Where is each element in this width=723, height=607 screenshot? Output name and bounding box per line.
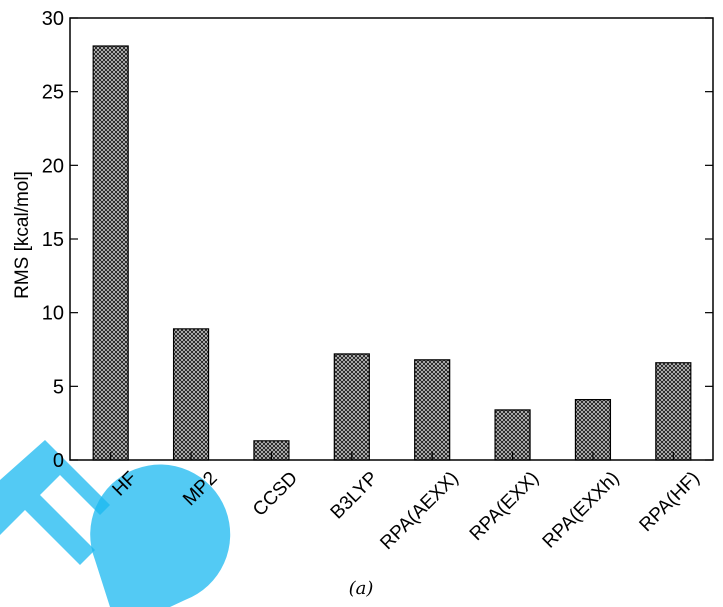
x-category-label-5: RPA(EXX) (466, 468, 543, 545)
figure-caption: (a) (349, 578, 374, 599)
y-tick-label-1: 5 (53, 376, 64, 398)
bar-rpa-aexx (414, 359, 451, 461)
bar-hf (92, 45, 129, 461)
x-category-label-6: RPA(EXXh) (539, 468, 624, 553)
bar-rpa-exx (494, 409, 531, 461)
x-category-label-2: CCSD (249, 468, 302, 521)
plot-frame (69, 17, 714, 461)
bar-b3lyp (333, 353, 370, 461)
y-axis-title: RMS [kcal/mol] (12, 171, 33, 299)
x-category-label-4: RPA(AEXX) (376, 468, 462, 554)
bar-mp2 (172, 328, 210, 461)
y-tick-label-5: 25 (42, 82, 64, 104)
bars-group (92, 45, 692, 461)
y-axis-ticks: 0 5 10 15 20 25 30 (42, 8, 713, 472)
plot-area (69, 17, 714, 461)
x-category-label-3: B3LYP (327, 468, 383, 524)
bar-rpa-exxh (574, 398, 612, 461)
y-tick-label-3: 15 (42, 229, 64, 251)
y-tick-label-0: 0 (53, 450, 64, 472)
x-category-label-7: RPA(HF) (636, 468, 704, 536)
y-tick-label-6: 30 (42, 8, 64, 30)
y-tick-label-4: 20 (42, 155, 64, 177)
watermark-graphic (0, 440, 231, 607)
bar-rpa-hf (655, 362, 692, 461)
y-tick-label-2: 10 (42, 303, 64, 325)
